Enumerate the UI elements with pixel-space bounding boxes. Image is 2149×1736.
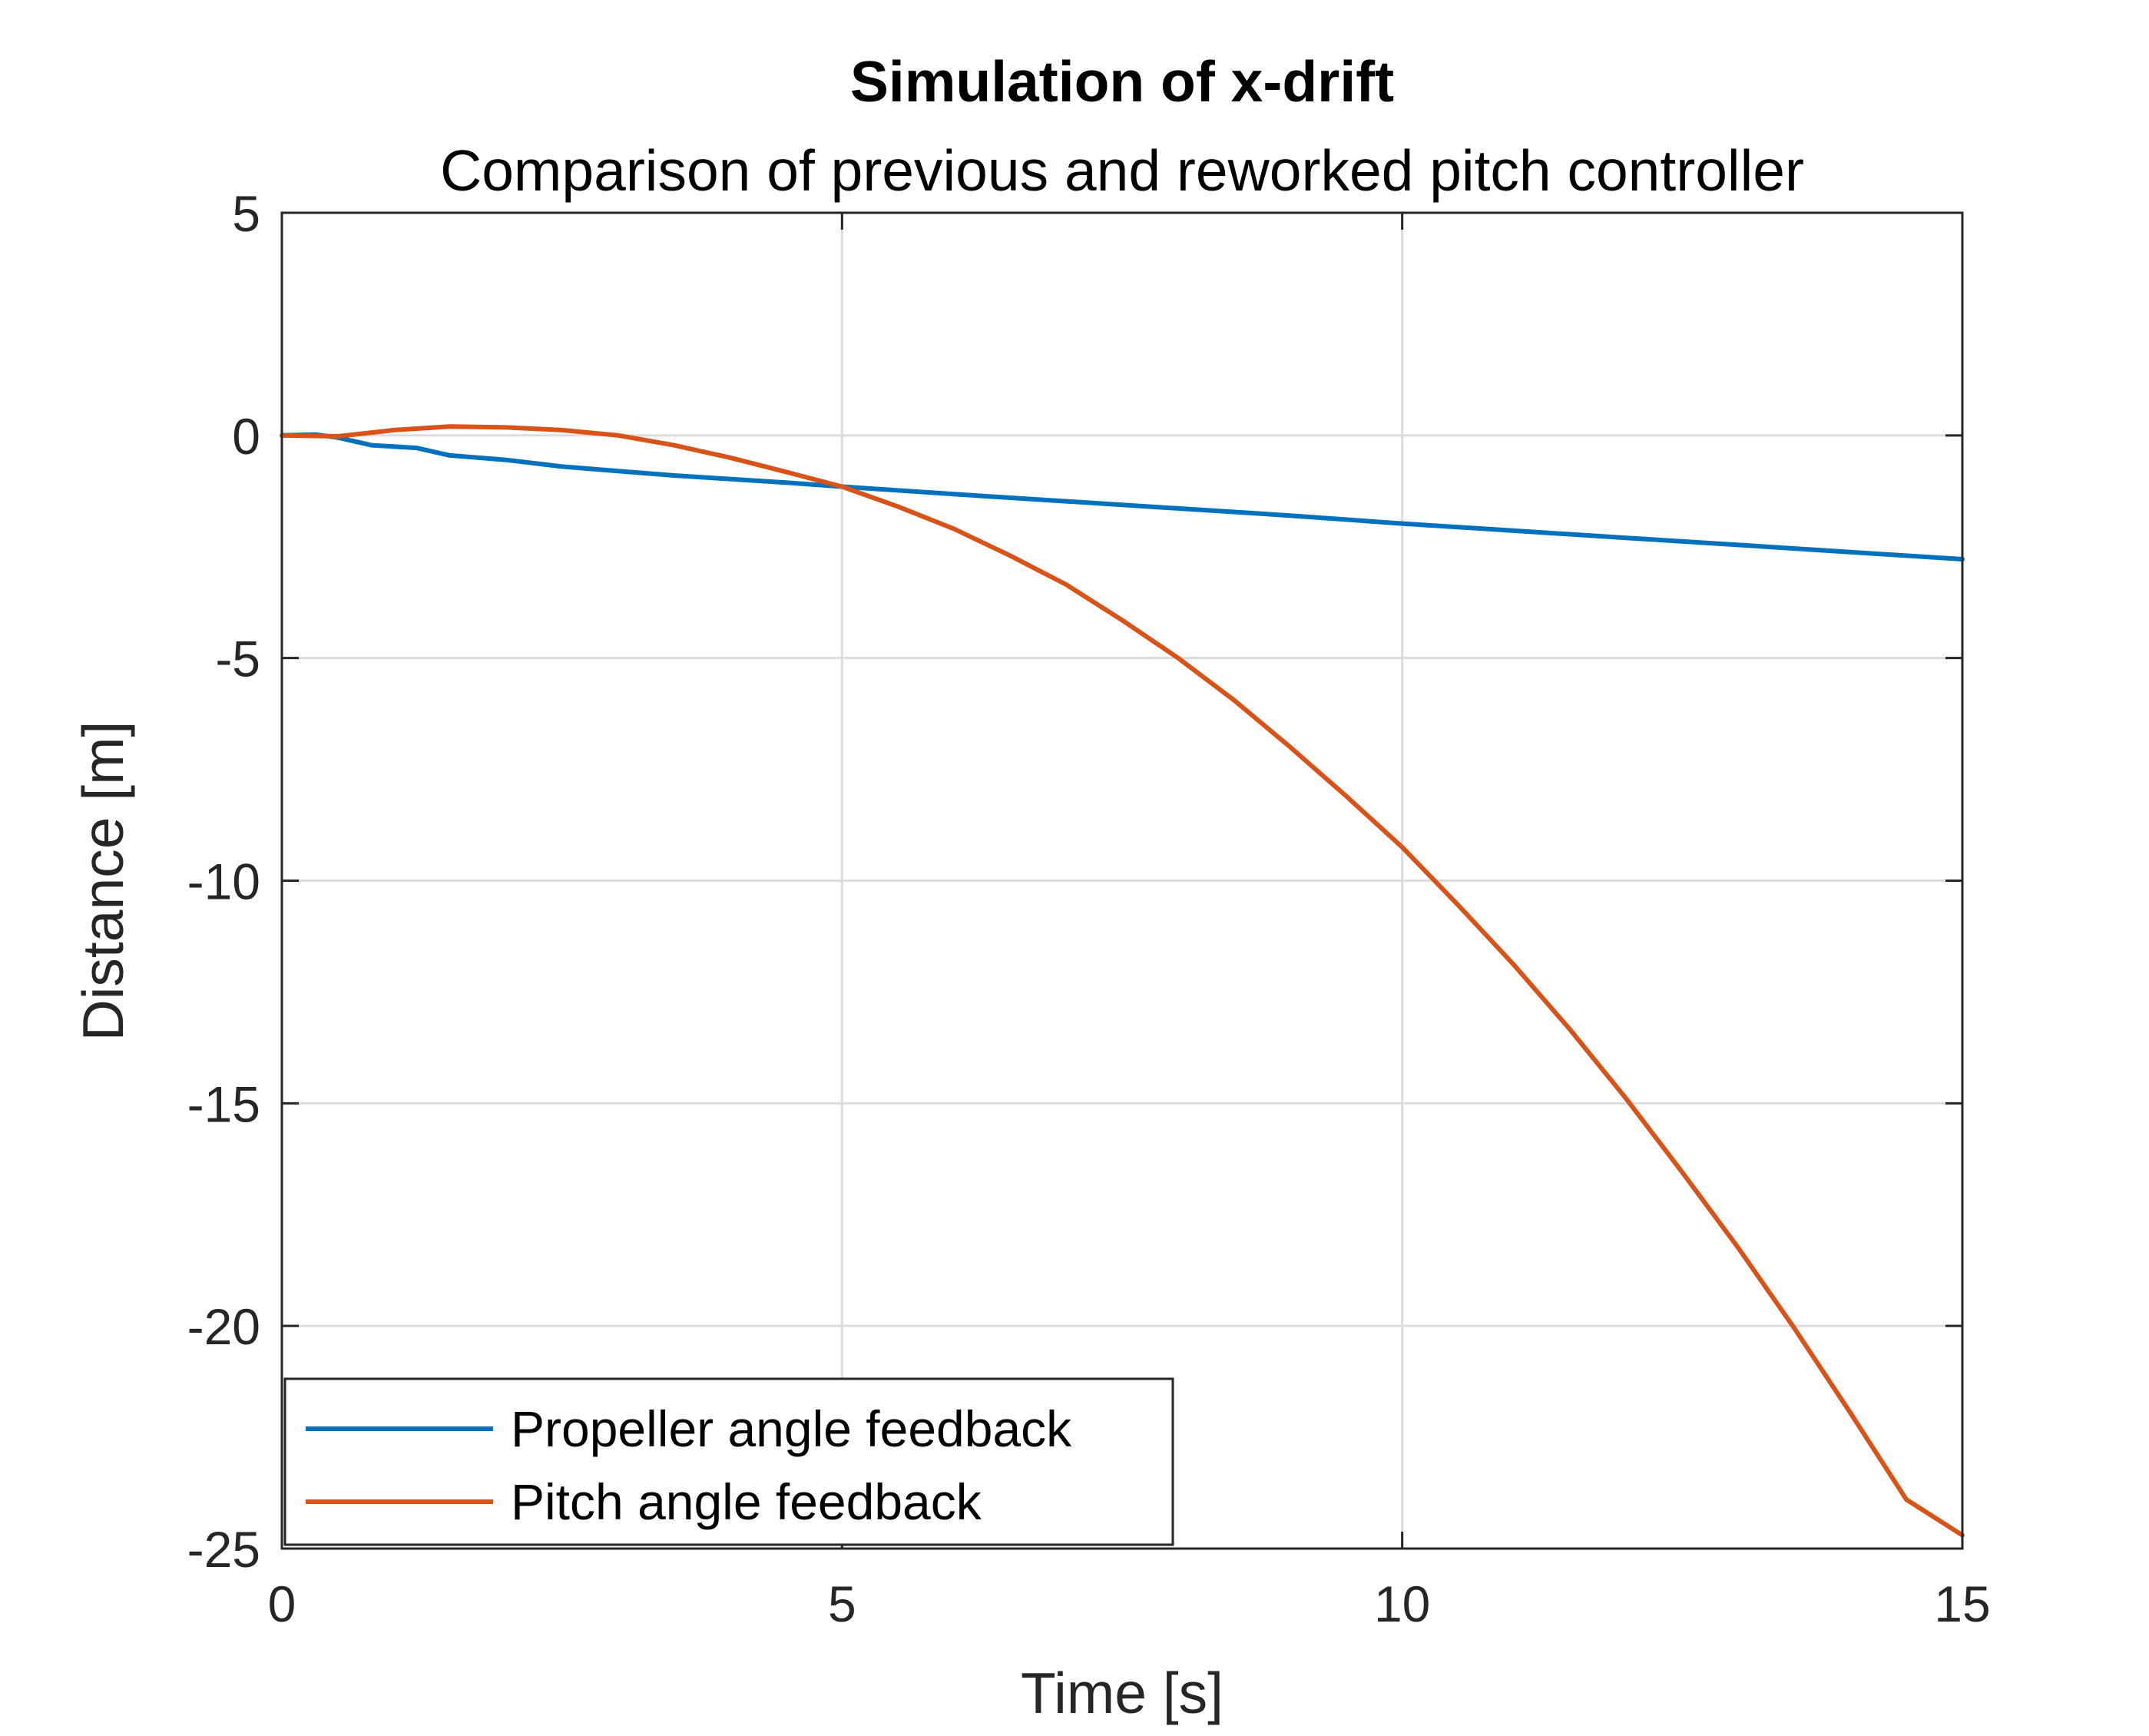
y-tick-label: -15 bbox=[187, 1075, 260, 1132]
legend-entry-pitch-angle-feedback: Pitch angle feedback bbox=[511, 1473, 982, 1530]
legend-box bbox=[283, 1377, 1174, 1546]
legend: Propeller angle feedback Pitch angle fee… bbox=[283, 1377, 1174, 1546]
y-tick-label: 0 bbox=[232, 408, 260, 465]
series-layer bbox=[280, 424, 1965, 1538]
x-tick-label: 10 bbox=[1374, 1575, 1430, 1632]
tick-label-layer: 0 5 10 15 5 0 -5 -10 -15 -20 -25 bbox=[187, 185, 1991, 1632]
x-tick-label: 15 bbox=[1934, 1575, 1990, 1632]
chart-title: Simulation of x-drift bbox=[850, 49, 1394, 114]
grid-layer bbox=[282, 213, 1962, 1549]
x-tick-label: 5 bbox=[828, 1575, 856, 1632]
series-line-pitch-angle-feedback bbox=[280, 424, 1965, 1538]
y-tick-label: -10 bbox=[187, 853, 260, 910]
series-line-propeller-angle-feedback bbox=[280, 432, 1965, 562]
y-tick-label: -20 bbox=[187, 1298, 260, 1355]
y-axis-label: Distance [m] bbox=[71, 721, 135, 1042]
plot-frame bbox=[280, 211, 1964, 1550]
legend-entry-propeller-angle-feedback: Propeller angle feedback bbox=[511, 1400, 1072, 1457]
y-tick-label: 5 bbox=[232, 185, 260, 242]
y-tick-label: -25 bbox=[187, 1521, 260, 1578]
x-axis-label: Time [s] bbox=[1021, 1661, 1224, 1725]
x-tick-label: 0 bbox=[268, 1575, 296, 1632]
y-tick-label: -5 bbox=[215, 631, 260, 687]
chart-subtitle: Comparison of previous and reworked pitc… bbox=[440, 138, 1804, 203]
